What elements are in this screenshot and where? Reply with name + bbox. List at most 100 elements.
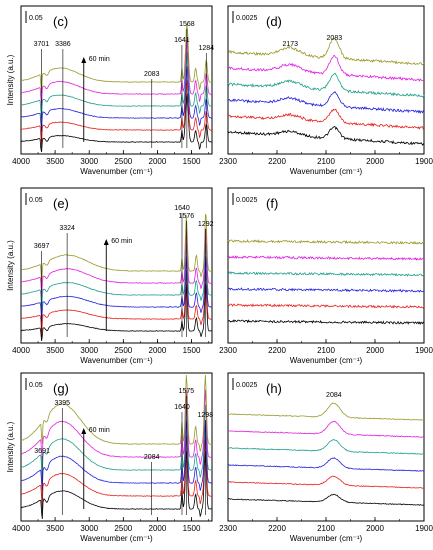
time-arrow-head (81, 428, 87, 434)
peak-label: 3697 (34, 243, 50, 250)
x-tick-label: 1500 (183, 524, 201, 533)
spectrum-line (227, 37, 425, 66)
x-tick-label: 2000 (149, 524, 167, 533)
x-axis-title: Wavenumber (cm⁻¹) (80, 167, 153, 176)
spectrum-line (227, 108, 425, 130)
x-tick-label: 2200 (268, 524, 286, 533)
y-axis-title: Intensity (a.u.) (6, 421, 15, 472)
panel-label: (d) (266, 14, 282, 29)
y-axis-title: Intensity (a.u.) (6, 240, 15, 291)
time-arrow-head (103, 239, 109, 245)
panel-label: (h) (266, 381, 282, 396)
spectra-group (227, 37, 425, 146)
panel-label: (f) (266, 196, 278, 211)
spectrum-line (227, 125, 425, 146)
peak-label: 1298 (198, 412, 214, 419)
x-tick-label: 2100 (317, 524, 335, 533)
spectrum-line (20, 228, 213, 297)
spectra-group (20, 24, 213, 153)
peak-label: 1575 (179, 388, 195, 395)
x-axis-title: Wavenumber (cm⁻¹) (290, 167, 363, 176)
peak-label: 2083 (327, 35, 343, 42)
spectrum-line (227, 91, 425, 115)
chart-panel-3: 2300 2200 2100 2000 1900 Wavenumber (cm⁻¹) 0.0… (219, 187, 433, 365)
x-tick-label: 1900 (415, 346, 433, 355)
peak-label: 3395 (54, 400, 70, 407)
spectrum-line (228, 457, 425, 472)
spectrum-line (227, 303, 425, 309)
time-arrow-head (81, 57, 87, 63)
x-tick-label: 2300 (219, 524, 237, 533)
x-tick-label: 2500 (114, 346, 132, 355)
x-tick-label: 2200 (268, 157, 286, 166)
spectrum-line (20, 389, 213, 465)
spectrum-line (227, 72, 425, 98)
y-axis-title: Intensity (a.u.) (6, 54, 15, 105)
spectrum-line (227, 255, 425, 261)
time-arrow-label: 60 min (111, 238, 132, 245)
panel-label: (e) (53, 196, 69, 211)
spectrum-line (20, 450, 213, 520)
spectrum-line (21, 241, 213, 310)
x-axis-title: Wavenumber (cm⁻¹) (290, 356, 363, 365)
spectrum-line (227, 287, 425, 293)
peak-label: 1292 (198, 221, 214, 228)
spectrum-line (20, 66, 212, 132)
spectrum-line (227, 271, 425, 277)
x-tick-label: 2300 (219, 157, 237, 166)
x-tick-label: 3500 (46, 524, 64, 533)
x-tick-label: 2200 (268, 346, 286, 355)
peak-label: 3701 (34, 41, 50, 48)
spectrum-line (227, 239, 425, 245)
x-tick-label: 1500 (183, 346, 201, 355)
spectra-group (227, 402, 425, 506)
scale-bar-label: 0.05 (29, 197, 43, 204)
spectra-group (227, 239, 425, 326)
spectrum-line (20, 269, 213, 335)
x-tick-label: 2000 (366, 524, 384, 533)
scale-bar-label: 0.0025 (236, 197, 258, 204)
peak-label: 2084 (144, 454, 160, 461)
plot-frame (227, 187, 425, 344)
spectrum-line (21, 213, 212, 284)
spectrum-line (228, 402, 425, 421)
peak-label: 3386 (55, 41, 71, 48)
spectrum-line (227, 493, 425, 506)
x-tick-label: 3000 (80, 524, 98, 533)
peak-label: 1568 (179, 21, 195, 28)
spectrum-line (20, 79, 213, 145)
x-tick-label: 1900 (415, 524, 433, 533)
spectrum-line (20, 24, 212, 93)
spectrum-line (21, 51, 213, 119)
time-arrow-label: 60 min (89, 56, 110, 63)
panel-label: (c) (53, 14, 68, 29)
panel-label: (g) (53, 381, 69, 396)
peak-label: 3691 (34, 448, 50, 455)
x-tick-label: 2000 (366, 346, 384, 355)
spectrum-line (227, 475, 425, 489)
x-axis-title: Wavenumber (cm⁻¹) (290, 534, 363, 543)
peak-label: 2173 (282, 41, 298, 48)
x-tick-label: 2500 (114, 157, 132, 166)
x-tick-label: 1500 (183, 157, 201, 166)
peak-label: 1640 (174, 404, 190, 411)
chart-panel-2: 4000 3500 3000 2500 2000 1500 Wavenumber (cm⁻¹… (6, 187, 214, 365)
peak-label: 1641 (174, 37, 190, 44)
spectrum-line (227, 54, 425, 82)
x-tick-label: 3500 (46, 157, 64, 166)
spectrum-line (20, 420, 212, 491)
chart-panel-1: 2300 2200 2100 2000 1900 Wavenumber (cm⁻¹) 0.0… (219, 5, 433, 176)
x-tick-label: 2500 (114, 524, 132, 533)
spectrum-line (20, 374, 212, 452)
x-tick-label: 2000 (149, 157, 167, 166)
x-tick-label: 3000 (80, 346, 98, 355)
scale-bar-label: 0.0025 (236, 15, 258, 22)
time-arrow-label: 60 min (89, 427, 110, 434)
scale-bar-label: 0.05 (29, 382, 43, 389)
x-axis-title: Wavenumber (cm⁻¹) (80, 356, 153, 365)
x-tick-label: 2000 (366, 157, 384, 166)
spectrum-line (20, 404, 213, 478)
x-tick-label: 3000 (80, 157, 98, 166)
peak-label: 2084 (326, 392, 342, 399)
x-axis-title: Wavenumber (cm⁻¹) (80, 534, 153, 543)
